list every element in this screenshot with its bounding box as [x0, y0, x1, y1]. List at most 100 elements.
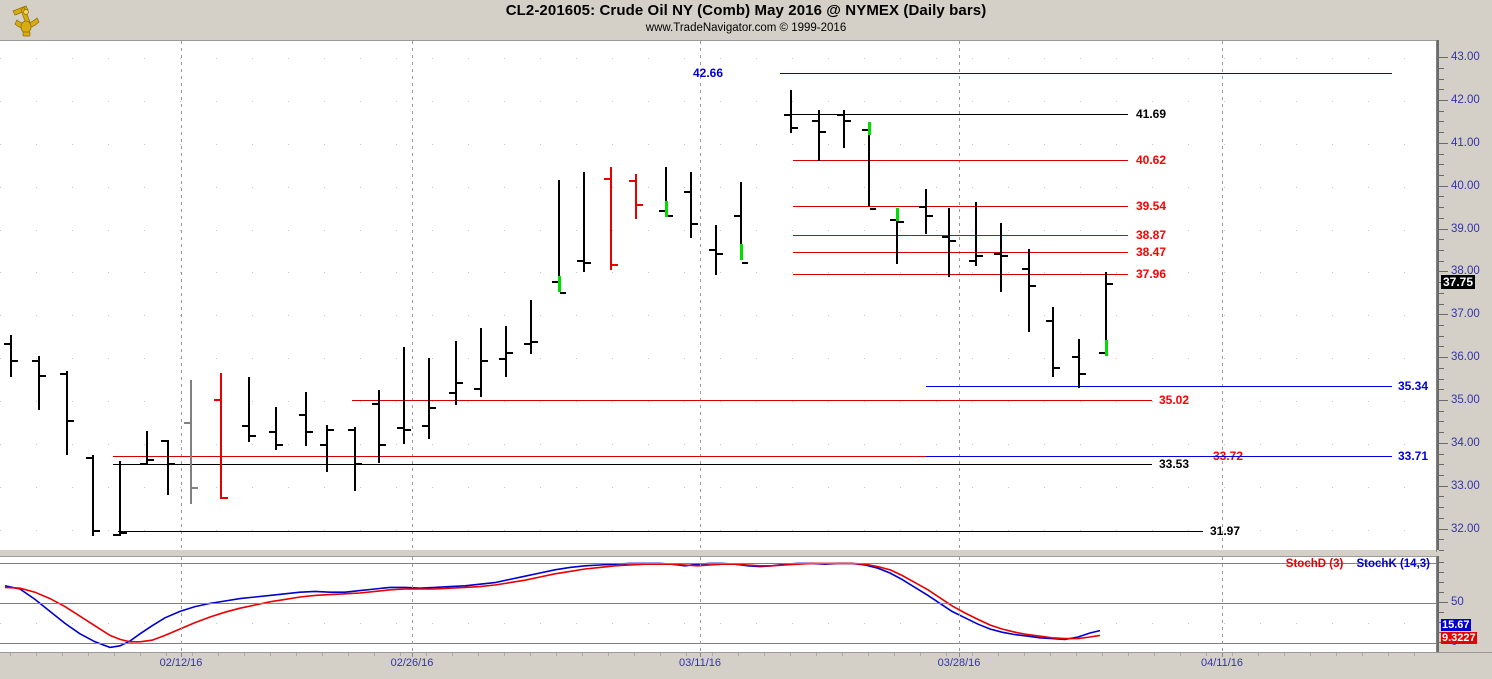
study-line[interactable]	[352, 400, 1152, 402]
study-line-label: 42.66	[692, 65, 723, 80]
study-line[interactable]	[118, 530, 1203, 532]
study-line[interactable]	[793, 160, 1128, 162]
bar-open-tick	[499, 358, 505, 361]
price-axis-minor-tick	[1439, 164, 1444, 166]
bar-range	[119, 461, 121, 536]
bar-close-tick	[717, 253, 723, 256]
date-axis-minor-tick	[244, 653, 245, 656]
price-axis-minor-tick	[1439, 196, 1444, 198]
bar-open-tick	[184, 422, 190, 425]
study-line[interactable]	[780, 72, 1392, 74]
date-axis-minor-tick	[634, 653, 635, 656]
bar-signal-marker	[896, 208, 899, 222]
date-axis-minor-tick	[1180, 653, 1181, 656]
price-axis-minor-tick	[1439, 432, 1444, 434]
bar-open-tick	[397, 426, 403, 429]
bar-open-tick	[577, 259, 583, 262]
bar-open-tick	[1099, 351, 1105, 354]
study-line[interactable]	[793, 206, 1128, 208]
price-axis[interactable]: 43.00 42.00 41.00 40.00 39.00 38.00 37.00 36.00…	[1437, 40, 1492, 551]
bar-range	[790, 90, 792, 134]
bar-close-tick	[845, 120, 851, 123]
last-price-flag: 37.75	[1441, 275, 1476, 290]
bar-close-tick	[307, 431, 313, 433]
date-axis-minor-tick	[1024, 653, 1025, 656]
price-axis-label: 40.00	[1451, 179, 1480, 192]
bar-range	[354, 426, 356, 491]
stochastic-axis[interactable]: 50015.679.3227	[1437, 556, 1492, 652]
bar-range	[925, 188, 927, 234]
date-axis-minor-tick	[322, 653, 323, 656]
date-axis-minor-tick	[1076, 653, 1077, 656]
study-line[interactable]	[793, 235, 1128, 237]
bar-open-tick	[524, 343, 530, 346]
stochastic-pane[interactable]: StochD (3) StochK (14,3)	[0, 556, 1437, 654]
bar-open-tick	[552, 281, 558, 283]
date-axis-minor-tick	[712, 653, 713, 656]
study-line[interactable]	[790, 114, 1128, 116]
gridline-row	[0, 101, 1436, 102]
study-line-label: 40.62	[1136, 153, 1167, 168]
bar-signal-marker	[558, 275, 561, 292]
bar-close-tick	[1080, 373, 1086, 376]
price-axis-minor-tick	[1439, 346, 1444, 348]
date-axis-label: 02/12/16	[159, 657, 203, 669]
stochastic-axis-minor-tick	[1439, 562, 1444, 564]
gridline-row	[0, 401, 1436, 402]
date-axis-minor-tick	[140, 653, 141, 656]
study-line[interactable]	[926, 456, 1392, 458]
price-axis-tick	[1439, 442, 1448, 444]
study-line[interactable]	[113, 464, 1152, 465]
stochastic-series	[4, 562, 1101, 649]
bar-close-tick	[250, 435, 256, 438]
price-axis-minor-tick	[1439, 67, 1444, 69]
date-axis-minor-tick	[1258, 653, 1259, 656]
bar-open-tick	[1022, 268, 1028, 271]
price-axis-label: 37.00	[1451, 308, 1480, 321]
date-axis-minor-tick	[192, 653, 193, 656]
gridline-row	[0, 229, 1436, 231]
study-line[interactable]	[926, 386, 1392, 388]
bar-range	[690, 171, 692, 239]
bar-close-tick	[667, 214, 673, 217]
date-axis-minor-tick	[166, 653, 167, 656]
date-axis-minor-tick	[296, 653, 297, 656]
bar-range	[868, 122, 870, 206]
vertical-gridline	[181, 41, 182, 551]
pane-divider	[0, 550, 1436, 556]
price-axis-tick	[1439, 314, 1448, 316]
date-axis-minor-tick	[1414, 653, 1415, 656]
bar-open-tick	[32, 360, 38, 363]
price-axis-minor-tick	[1439, 507, 1444, 509]
date-axis-minor-tick	[88, 653, 89, 656]
study-line[interactable]	[793, 274, 1128, 276]
study-line[interactable]	[793, 252, 1128, 254]
page-subtitle: www.TradeNavigator.com © 1999-2016	[645, 22, 847, 34]
price-chart-pane[interactable]: 42.66 41.69 40.62 39.54 38.87 38.47 37.96 35.34…	[0, 40, 1437, 552]
date-axis-minor-tick	[504, 653, 505, 656]
date-axis-minor-tick	[764, 653, 765, 656]
study-line-label: 38.87	[1136, 228, 1167, 243]
date-axis-minor-tick	[790, 653, 791, 656]
chart-header: CL2-201605: Crude Oil NY (Comb) May 2016…	[0, 0, 1492, 40]
bar-open-tick	[604, 178, 610, 181]
date-axis-minor-tick	[660, 653, 661, 656]
study-line-label: 37.96	[1136, 267, 1167, 282]
price-axis-tick	[1439, 100, 1448, 101]
stochastic-gridline	[0, 603, 1436, 605]
study-line[interactable]	[113, 455, 1213, 457]
price-axis-minor-tick	[1439, 550, 1444, 551]
price-axis-minor-tick	[1439, 132, 1444, 134]
price-axis-minor-tick	[1439, 303, 1444, 305]
bar-open-tick	[1072, 356, 1078, 358]
price-axis-tick	[1439, 228, 1448, 230]
bar-close-tick	[12, 360, 18, 363]
bar-open-tick	[784, 113, 790, 116]
date-axis-minor-tick	[1310, 653, 1311, 656]
date-axis-minor-tick	[1102, 653, 1103, 656]
date-axis-tick	[700, 653, 701, 657]
bar-close-tick	[356, 463, 362, 466]
price-axis-label: 35.00	[1451, 394, 1480, 406]
price-axis-minor-tick	[1439, 110, 1444, 112]
bar-range	[1052, 306, 1054, 378]
